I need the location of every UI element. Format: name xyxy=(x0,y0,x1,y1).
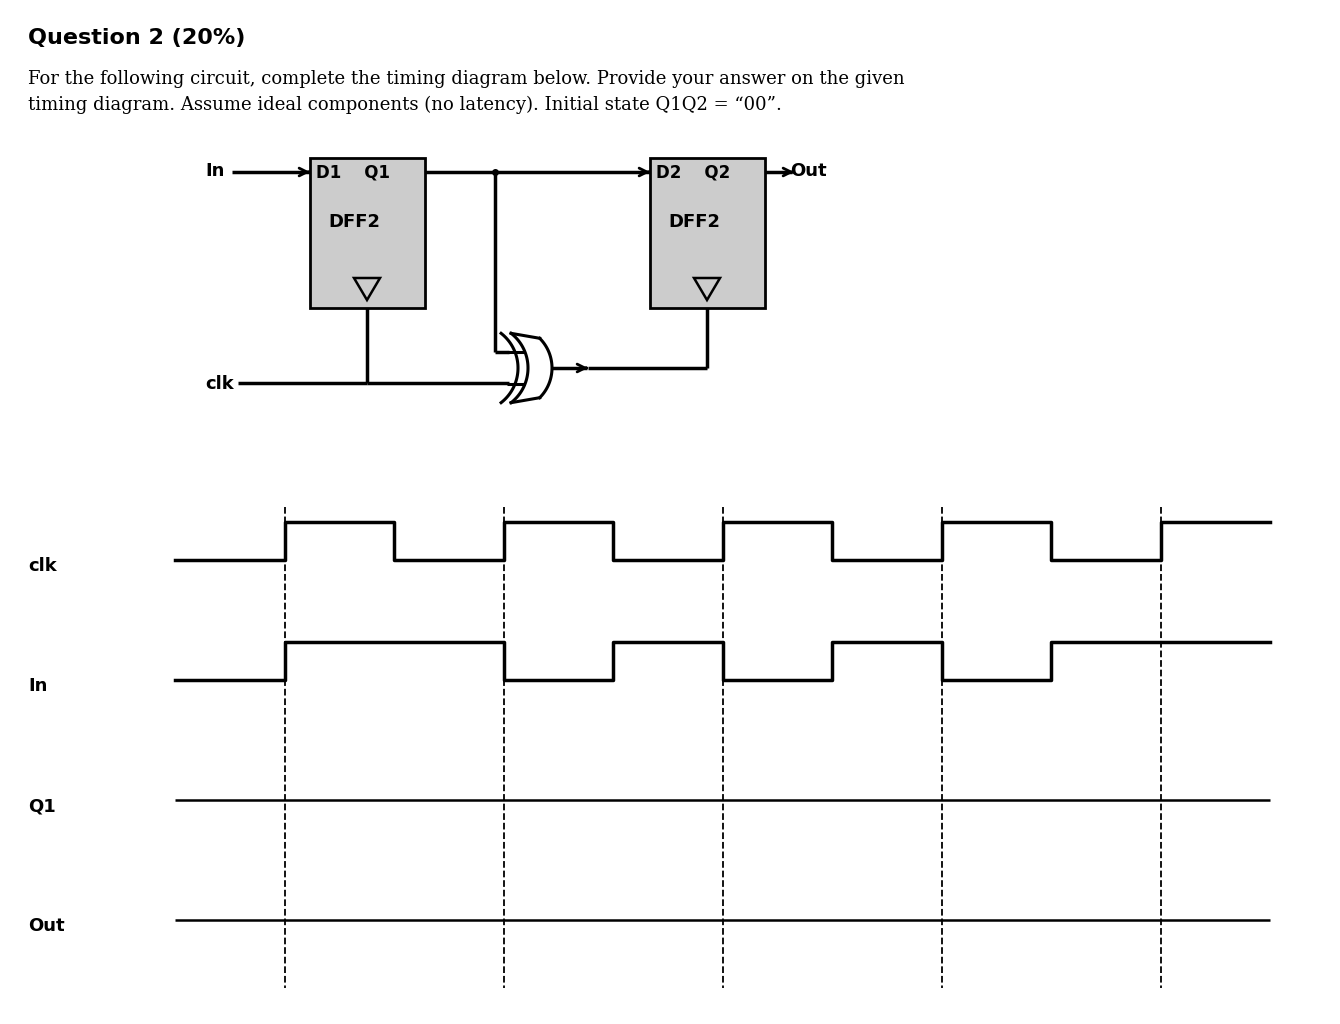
Bar xyxy=(650,158,765,308)
Text: Question 2 (20%): Question 2 (20%) xyxy=(28,28,245,48)
Text: timing diagram. Assume ideal components (no latency). Initial state Q1Q2 = “00”.: timing diagram. Assume ideal components … xyxy=(28,96,781,115)
Text: DFF2: DFF2 xyxy=(669,213,720,231)
Text: D2    Q2: D2 Q2 xyxy=(657,164,730,182)
Text: In: In xyxy=(28,677,47,695)
Text: Out: Out xyxy=(791,162,827,180)
Text: Q1: Q1 xyxy=(28,797,56,815)
Text: D1    Q1: D1 Q1 xyxy=(316,164,390,182)
Text: clk: clk xyxy=(28,557,56,575)
Text: clk: clk xyxy=(205,375,233,393)
Bar xyxy=(310,158,425,308)
Text: Out: Out xyxy=(28,918,64,935)
Text: In: In xyxy=(205,162,224,180)
Text: DFF2: DFF2 xyxy=(328,213,381,231)
Text: For the following circuit, complete the timing diagram below. Provide your answe: For the following circuit, complete the … xyxy=(28,70,904,88)
